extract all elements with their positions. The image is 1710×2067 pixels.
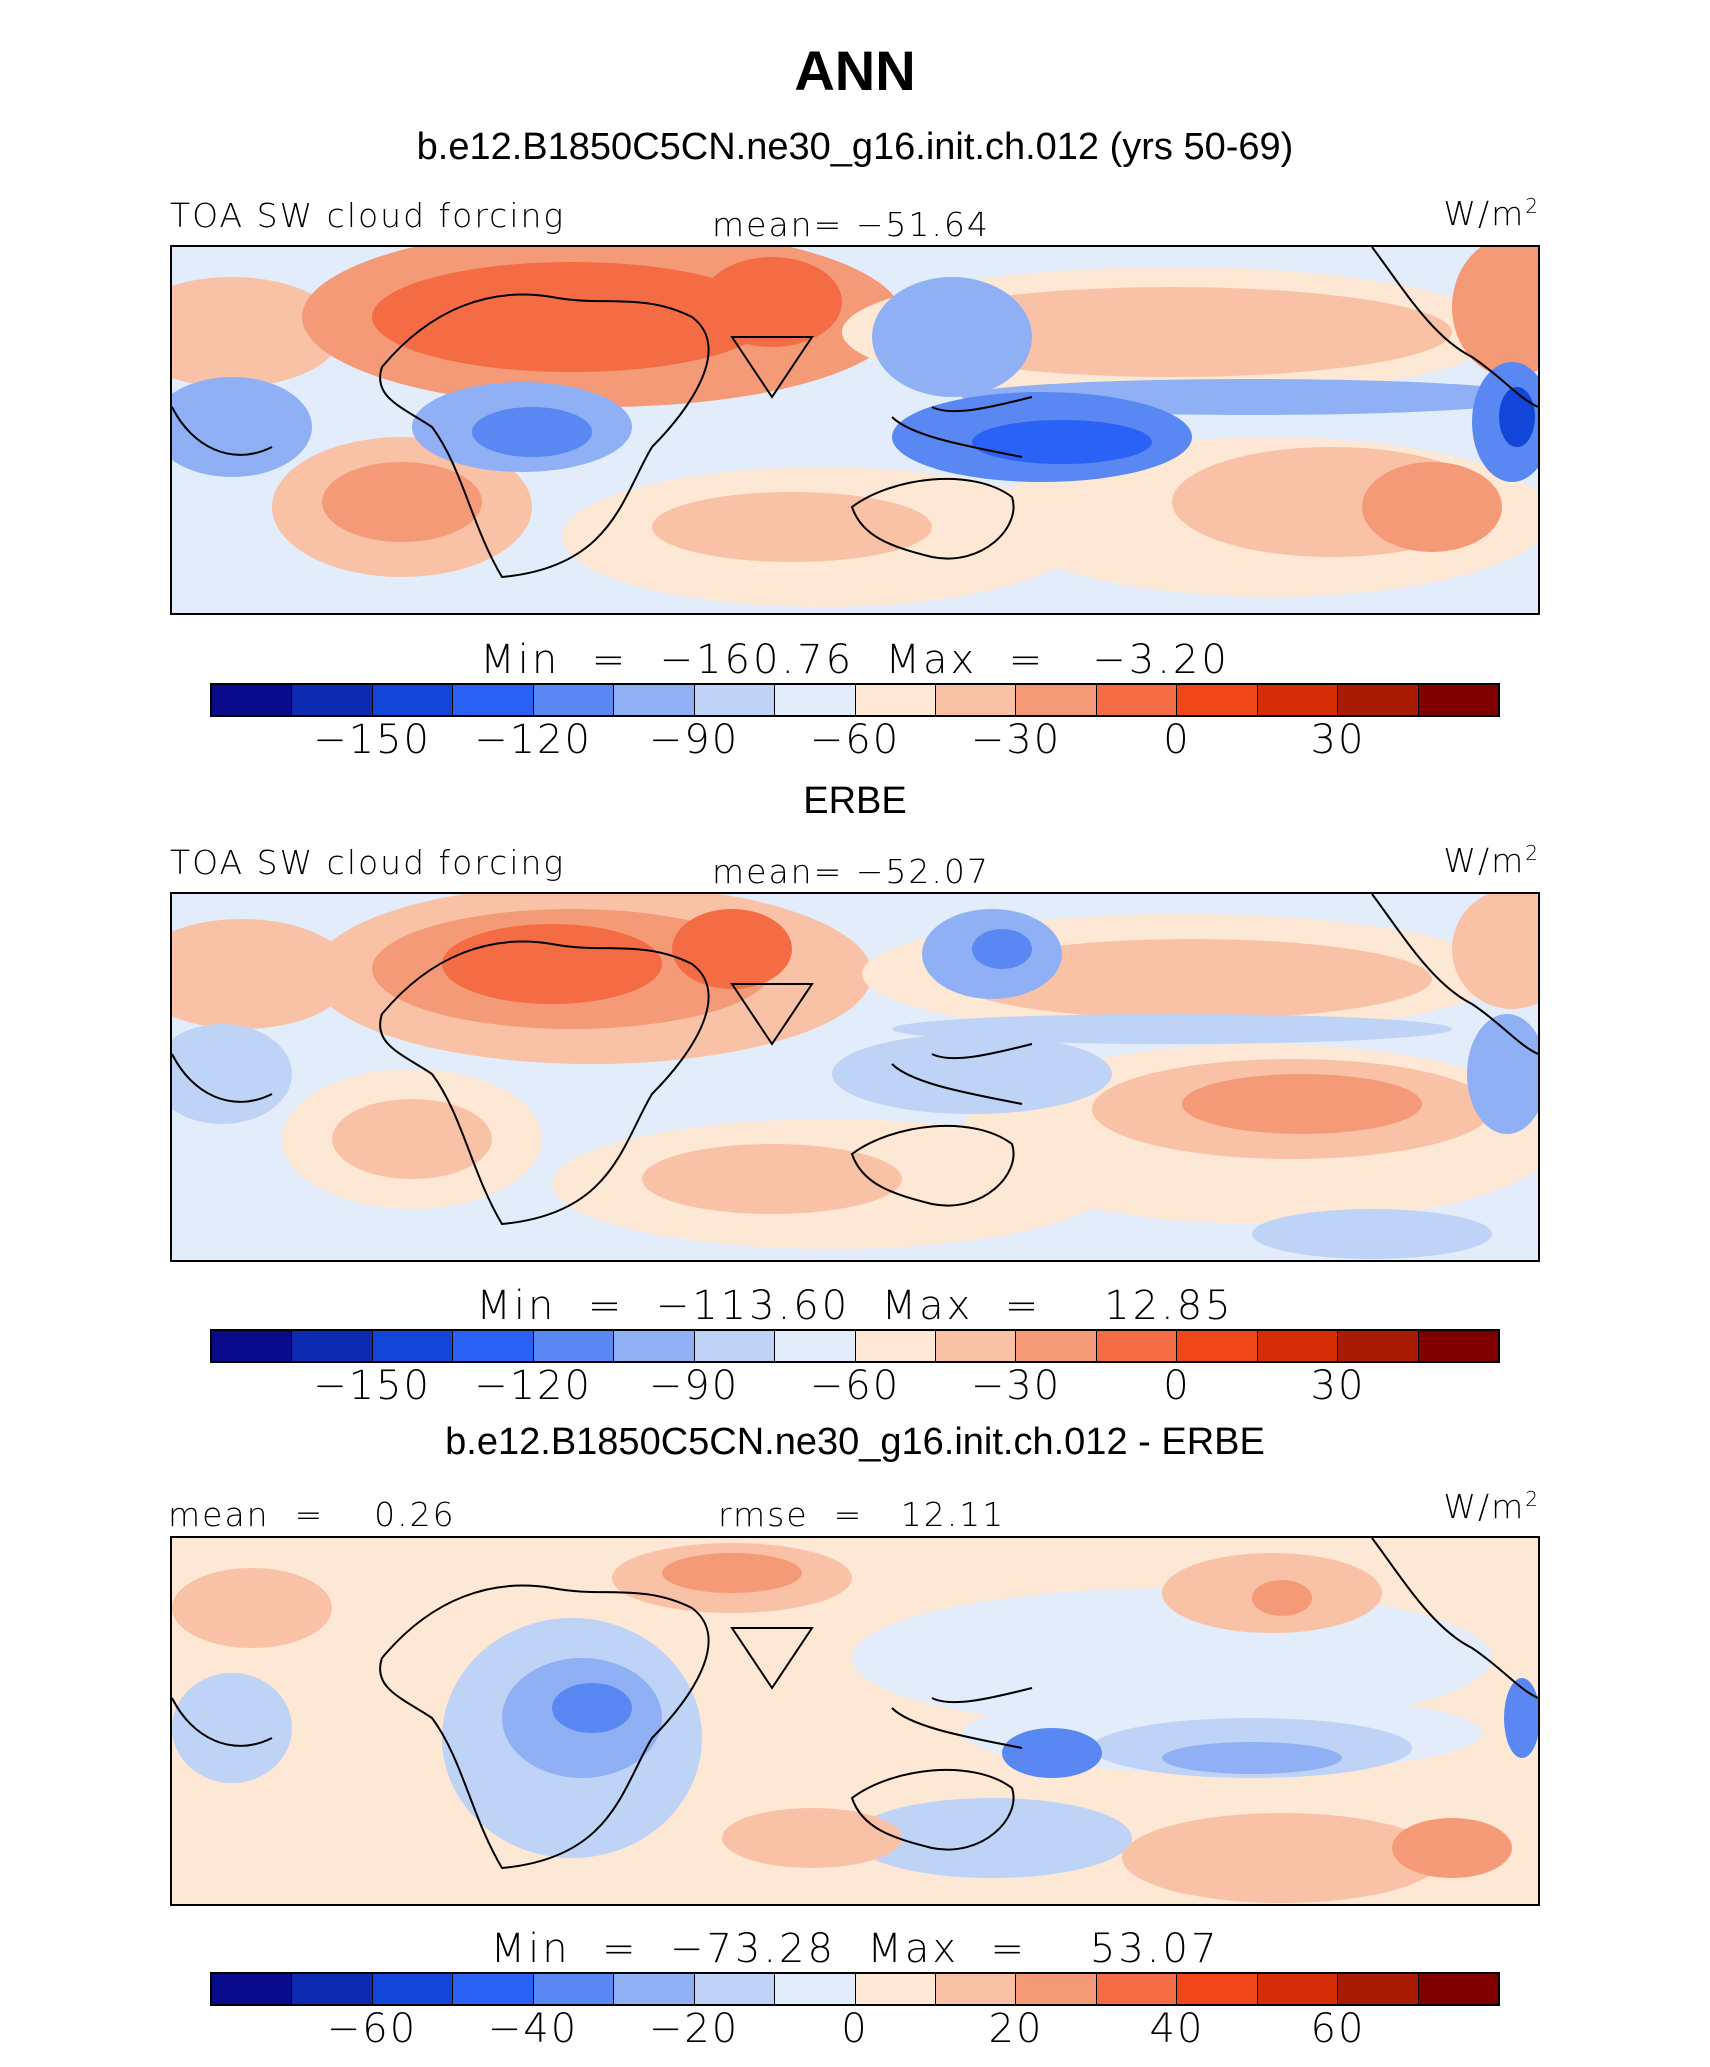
colorbar-swatch — [1338, 685, 1419, 715]
panel-1-variable-label: TOA SW cloud forcing — [170, 196, 566, 235]
colorbar-swatch — [1338, 1331, 1419, 1361]
panel-1-stats: Min = −160.76 Max = −3.20 — [480, 637, 1230, 683]
panel-1-map — [170, 245, 1540, 615]
panel-1-subtitle: b.e12.B1850C5CN.ne30_g16.init.ch.012 (yr… — [416, 126, 1294, 168]
colorbar-swatch — [1418, 1331, 1498, 1361]
panel-2-mean-label: mean= −52.07 — [712, 852, 990, 891]
colorbar-swatch — [1177, 685, 1258, 715]
colorbar-swatch — [292, 1331, 373, 1361]
colorbar-swatch — [935, 1331, 1017, 1361]
panel-2-units: W/m2 — [1443, 841, 1540, 880]
colorbar-swatch — [1257, 1331, 1339, 1361]
colorbar-tick: −20 — [648, 2006, 740, 2052]
panel-3-colorbar — [210, 1972, 1500, 2006]
colorbar-tick: −40 — [487, 2006, 579, 2052]
colorbar-swatch — [935, 685, 1017, 715]
colorbar-swatch — [212, 1331, 293, 1361]
colorbar-swatch — [212, 685, 293, 715]
colorbar-tick: 0 — [1163, 717, 1191, 763]
panel-2-variable-label: TOA SW cloud forcing — [170, 843, 566, 882]
colorbar-tick: −150 — [313, 1363, 431, 1409]
panel-2-subtitle: ERBE — [803, 780, 907, 822]
colorbar-swatch — [935, 1974, 1017, 2004]
colorbar-swatch — [855, 1974, 936, 2004]
colorbar-swatch — [453, 1974, 534, 2004]
panel-3-mean-label: mean = 0.26 — [168, 1495, 456, 1534]
colorbar-swatch — [453, 685, 534, 715]
colorbar-swatch — [372, 685, 454, 715]
colorbar-swatch — [614, 1331, 695, 1361]
colorbar-tick: 0 — [841, 2006, 869, 2052]
colorbar-tick: −60 — [326, 2006, 418, 2052]
colorbar-swatch — [855, 1331, 936, 1361]
colorbar-swatch — [694, 1331, 776, 1361]
colorbar-swatch — [1096, 1331, 1178, 1361]
colorbar-tick: −60 — [809, 717, 901, 763]
panel-3-map — [170, 1536, 1540, 1906]
colorbar-swatch — [775, 685, 856, 715]
panel-1-colorbar — [210, 683, 1500, 717]
colorbar-swatch — [694, 1974, 776, 2004]
colorbar-swatch — [1418, 685, 1498, 715]
colorbar-swatch — [533, 1331, 615, 1361]
colorbar-swatch — [1418, 1974, 1498, 2004]
panel-1-mean-label: mean= −51.64 — [712, 205, 990, 244]
panel-2-colorbar-ticks: −150 −120 −90 −60 −30 0 30 — [0, 1363, 1710, 1413]
colorbar-tick: −90 — [648, 717, 740, 763]
colorbar-tick: −120 — [474, 1363, 592, 1409]
panel-2-stats: Min = −113.60 Max = 12.85 — [476, 1283, 1234, 1329]
colorbar-swatch — [292, 1974, 373, 2004]
panel-2-colorbar — [210, 1329, 1500, 1363]
colorbar-tick: 40 — [1149, 2006, 1205, 2052]
colorbar-swatch — [533, 1974, 615, 2004]
colorbar-swatch — [1338, 1974, 1419, 2004]
colorbar-swatch — [453, 1331, 534, 1361]
panel-1-colorbar-ticks: −150 −120 −90 −60 −30 0 30 — [0, 717, 1710, 767]
colorbar-swatch — [775, 1331, 856, 1361]
figure-title: ANN — [794, 39, 916, 102]
colorbar-swatch — [694, 685, 776, 715]
colorbar-swatch — [1096, 1974, 1178, 2004]
panel-2-map — [170, 892, 1540, 1262]
colorbar-tick: −120 — [474, 717, 592, 763]
colorbar-swatch — [614, 1974, 695, 2004]
colorbar-tick: 30 — [1310, 1363, 1366, 1409]
panel-3-subtitle: b.e12.B1850C5CN.ne30_g16.init.ch.012 - E… — [445, 1421, 1265, 1463]
colorbar-tick: −30 — [970, 717, 1062, 763]
colorbar-swatch — [372, 1331, 454, 1361]
colorbar-tick: −30 — [970, 1363, 1062, 1409]
colorbar-swatch — [775, 1974, 856, 2004]
colorbar-swatch — [1096, 685, 1178, 715]
colorbar-tick: 0 — [1163, 1363, 1191, 1409]
colorbar-swatch — [1016, 685, 1097, 715]
colorbar-tick: −60 — [809, 1363, 901, 1409]
panel-3-rmse-label: rmse = 12.11 — [718, 1495, 1006, 1534]
colorbar-tick: 60 — [1310, 2006, 1366, 2052]
colorbar-tick: −90 — [648, 1363, 740, 1409]
colorbar-swatch — [372, 1974, 454, 2004]
colorbar-swatch — [1257, 685, 1339, 715]
colorbar-swatch — [855, 685, 936, 715]
panel-3-colorbar-ticks: −60 −40 −20 0 20 40 60 — [0, 2006, 1710, 2056]
panel-3-units: W/m2 — [1443, 1487, 1540, 1526]
colorbar-swatch — [292, 685, 373, 715]
colorbar-swatch — [533, 685, 615, 715]
colorbar-swatch — [212, 1974, 293, 2004]
colorbar-tick: 20 — [988, 2006, 1044, 2052]
panel-1-units: W/m2 — [1443, 194, 1540, 233]
panel-3-stats: Min = −73.28 Max = 53.07 — [490, 1926, 1220, 1972]
colorbar-tick: 30 — [1310, 717, 1366, 763]
colorbar-swatch — [1177, 1331, 1258, 1361]
colorbar-swatch — [1177, 1974, 1258, 2004]
colorbar-tick: −150 — [313, 717, 431, 763]
colorbar-swatch — [1016, 1974, 1097, 2004]
colorbar-swatch — [1016, 1331, 1097, 1361]
colorbar-swatch — [1257, 1974, 1339, 2004]
colorbar-swatch — [614, 685, 695, 715]
